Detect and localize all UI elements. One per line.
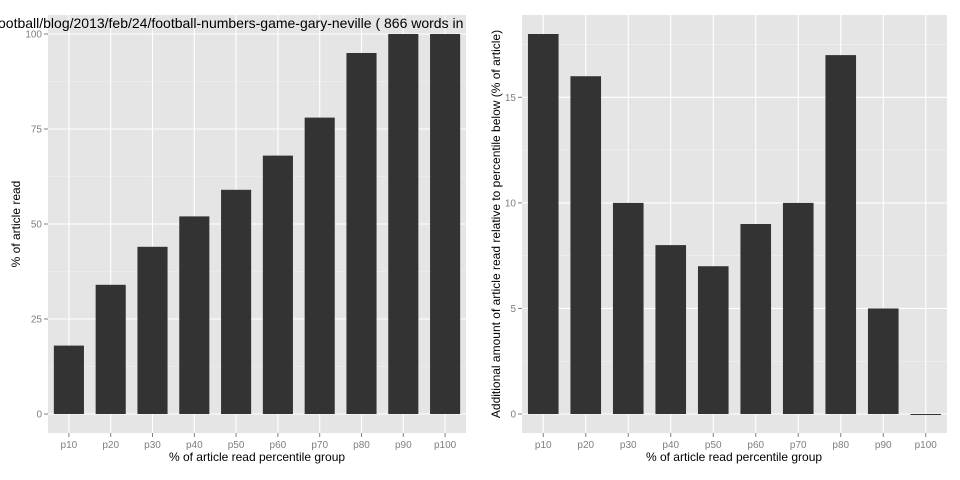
x-tick-label: p80	[353, 440, 370, 451]
bar-p30	[137, 246, 168, 414]
bar-p100	[910, 414, 942, 415]
x-tick-label: p30	[144, 440, 161, 451]
x-axis-label: % of article read percentile group	[646, 450, 822, 464]
x-axis-label: % of article read percentile group	[169, 450, 345, 464]
bar-p100	[430, 34, 461, 414]
y-tick-label: 100	[25, 30, 42, 41]
x-tick-label: p80	[832, 440, 849, 451]
bar-p90	[388, 34, 419, 414]
y-axis-label: % of article read	[9, 181, 23, 268]
y-axis-label: Additional amount of article read relati…	[489, 30, 503, 418]
x-tick-label: p100	[915, 440, 938, 451]
bar-p40	[655, 245, 687, 414]
bar-p50	[697, 266, 729, 414]
x-tick-label: p40	[186, 440, 203, 451]
bar-p10	[53, 345, 84, 414]
bar-p20	[95, 284, 126, 414]
bar-p70	[782, 202, 814, 414]
y-tick-label: 10	[505, 198, 517, 209]
x-tick-label: p60	[270, 440, 287, 451]
bar-p40	[179, 216, 210, 414]
chart-right: 0 5 10 15 p10 p20 p30 p40 p50 p60 p70 p80 p90 p100 % o…	[489, 15, 947, 464]
chart-left: 0 25 50 75 100 p10 p20 p30 p40 p50 p60 p70 p80 p90 p10…	[0, 15, 466, 464]
y-tick-label: 0	[510, 410, 516, 421]
x-tick-label: p20	[577, 440, 594, 451]
x-tick-label: p100	[434, 440, 457, 451]
x-tick-label: p90	[875, 440, 892, 451]
y-tick-label: 15	[505, 93, 517, 104]
chart-title: ootball/blog/2013/feb/24/football-number…	[0, 15, 463, 31]
bar-p70	[304, 117, 335, 414]
y-tick-label: 25	[31, 315, 43, 326]
y-tick-label: 5	[510, 304, 516, 315]
x-tick-label: p70	[790, 440, 807, 451]
bar-p60	[740, 224, 772, 414]
x-tick-label: p50	[228, 440, 245, 451]
x-tick-label: p60	[747, 440, 764, 451]
x-tick-label: p20	[102, 440, 119, 451]
y-tick-label: 0	[36, 410, 42, 421]
x-tick-label: p10	[535, 440, 552, 451]
x-tick-label: p50	[705, 440, 722, 451]
x-tick-label: p10	[61, 440, 78, 451]
x-tick-label: p90	[395, 440, 412, 451]
x-tick-label: p40	[662, 440, 679, 451]
bar-p10	[527, 34, 559, 414]
bar-p20	[570, 76, 602, 414]
bar-p80	[825, 55, 857, 414]
x-tick-label: p30	[620, 440, 637, 451]
y-tick-label: 50	[31, 220, 43, 231]
y-tick-label: 75	[31, 125, 43, 136]
bar-p60	[262, 155, 293, 414]
bar-p90	[867, 308, 899, 414]
bar-p30	[612, 202, 644, 414]
bar-p50	[221, 189, 252, 414]
x-tick-label: p70	[311, 440, 328, 451]
bar-p80	[346, 53, 377, 414]
